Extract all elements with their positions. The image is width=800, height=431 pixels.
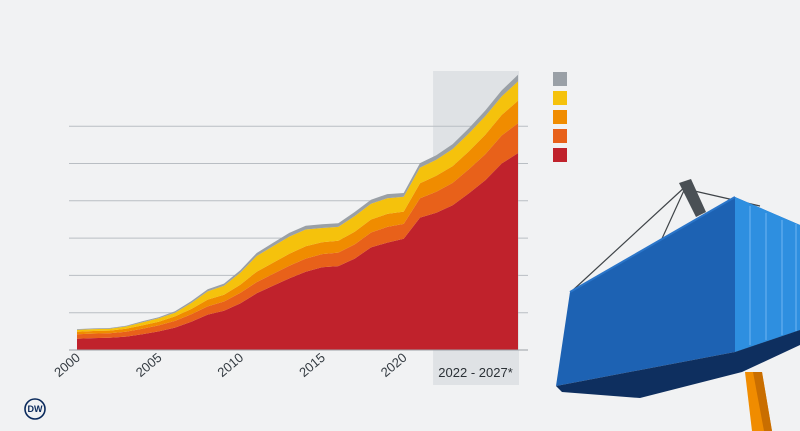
logo-text: DW: [28, 404, 43, 414]
x-tick-label: 2000: [51, 350, 83, 380]
x-tick-labels: 2000 2005 2010 2015 2020: [51, 350, 409, 380]
legend: [553, 72, 567, 162]
legend-swatch: [553, 129, 567, 143]
hook: [679, 179, 706, 217]
logo-ring: [24, 398, 46, 420]
x-tick-label: 2010: [214, 350, 246, 380]
legend-swatch: [553, 72, 567, 86]
legend-swatch: [553, 110, 567, 124]
container-end: [735, 197, 800, 352]
container-bottom: [556, 330, 800, 398]
forecast-label: 2022 - 2027*: [438, 365, 512, 380]
area-series-1: [77, 153, 518, 350]
stacked-areas: [77, 74, 518, 350]
x-tick-label: 2005: [133, 350, 165, 380]
x-tick-label: 2015: [296, 350, 328, 380]
dw-logo: DW: [24, 398, 46, 420]
legend-swatch: [553, 148, 567, 162]
container-edge: [569, 196, 736, 293]
container-illustration: [556, 179, 800, 431]
cable-mid: [659, 185, 687, 244]
x-tick-label: 2020: [378, 350, 410, 380]
legend-swatch: [553, 91, 567, 105]
crane-arm-shade: [753, 372, 772, 431]
cable-left: [571, 185, 687, 292]
